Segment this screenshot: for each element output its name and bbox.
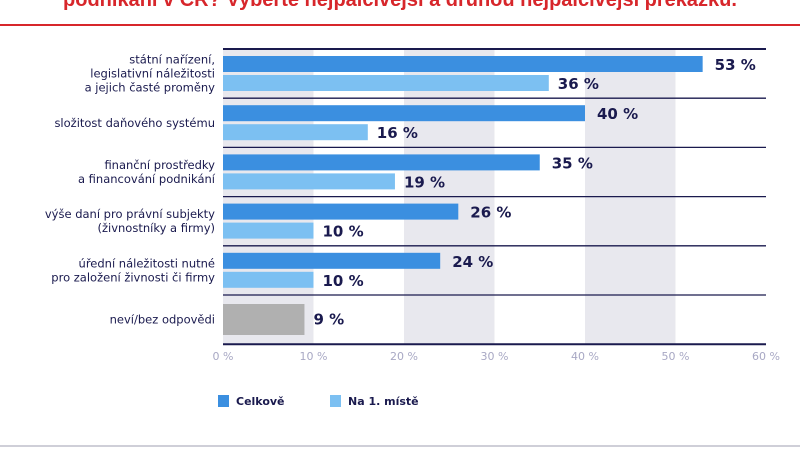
bar-celkove (223, 252, 441, 269)
title-divider (0, 24, 800, 26)
category-label: a financování podnikání (78, 172, 216, 186)
category-label: pro založení živnosti či firmy (51, 270, 215, 284)
category-label: (živnostníky a firmy) (97, 221, 215, 235)
legend-swatch (218, 395, 229, 407)
bar-prvni (223, 271, 314, 288)
x-tick-label: 0 % (213, 350, 234, 363)
category-label: složitost daňového systému (54, 116, 215, 130)
x-tick-label: 40 % (571, 350, 599, 363)
data-label: 53 % (715, 56, 756, 74)
x-tick-label: 30 % (481, 350, 509, 363)
category-label: neví/bez odpovědi (110, 313, 215, 327)
data-label: 9 % (313, 311, 344, 329)
data-label: 16 % (377, 124, 418, 142)
x-tick-label: 20 % (390, 350, 418, 363)
data-label: 35 % (552, 154, 593, 172)
bar-celkove (223, 105, 585, 122)
category-label: a jejich časté proměny (85, 81, 216, 95)
category-label: legislativní náležitosti (90, 67, 215, 81)
bottom-divider (0, 445, 800, 447)
category-label: finanční prostředky (104, 158, 215, 172)
bar-prvni (223, 75, 549, 91)
data-label: 24 % (452, 253, 493, 271)
legend-swatch (330, 395, 341, 407)
category-label: výše daní pro právní subjekty (45, 207, 215, 221)
bar-nevi (223, 304, 305, 335)
bar-celkove (223, 203, 459, 220)
bar-celkove (223, 56, 703, 72)
bar-celkove (223, 154, 540, 171)
data-label: 26 % (470, 204, 511, 222)
bar-prvni (223, 222, 314, 239)
category-label: úřední náležitosti nutné (79, 256, 215, 270)
chart-title: podnikání v ČR? Vyberte nejpalčivější a … (63, 0, 737, 11)
data-label: 19 % (404, 173, 445, 191)
bar-prvni (223, 124, 368, 141)
data-label: 36 % (558, 75, 599, 93)
data-label: 40 % (597, 105, 638, 123)
legend-label: Na 1. místě (348, 395, 419, 408)
x-tick-label: 50 % (662, 350, 690, 363)
data-label: 10 % (323, 272, 364, 290)
x-tick-label: 10 % (300, 350, 328, 363)
category-label: státní nařízení, (129, 53, 215, 67)
legend-label: Celkově (236, 395, 285, 408)
data-label: 10 % (323, 223, 364, 241)
bar-prvni (223, 173, 395, 190)
x-tick-label: 60 % (752, 350, 780, 363)
